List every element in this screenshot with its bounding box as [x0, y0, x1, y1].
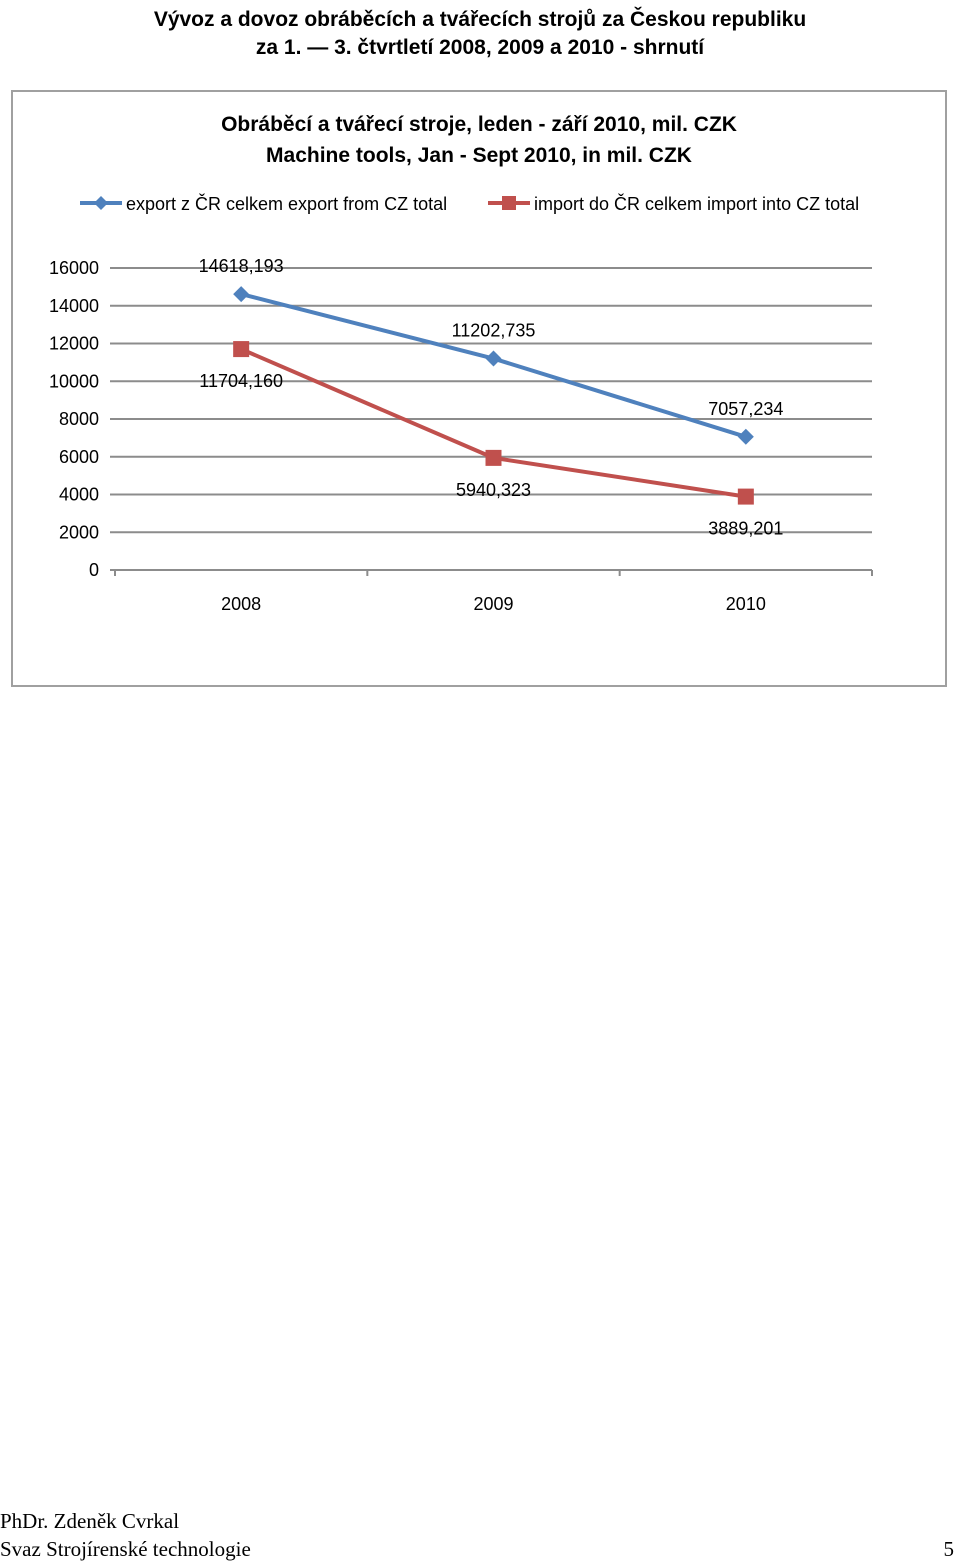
data-point-export [737, 428, 754, 445]
data-label-export: 7057,234 [708, 399, 783, 419]
data-point-export [485, 350, 502, 367]
chart-frame [11, 90, 947, 687]
data-label-import: 5940,323 [456, 480, 531, 500]
page-title: Vývoz a dovoz obráběcích a tvářecích str… [0, 6, 960, 62]
x-tick-label: 2008 [221, 594, 261, 614]
y-tick-label: 0 [89, 560, 99, 580]
legend-label-import: import do ČR celkem import into CZ total [534, 193, 859, 214]
page-number: 5 [943, 1537, 955, 1561]
legend-label-export: export z ČR celkem export from CZ total [126, 193, 447, 214]
y-tick-label: 14000 [49, 296, 99, 316]
chart-title: Obráběcí a tvářecí stroje, leden - září … [221, 113, 737, 136]
page-title-line-1: Vývoz a dovoz obráběcích a tvářecích str… [153, 8, 807, 31]
y-tick-label: 2000 [59, 522, 99, 542]
data-point-import [737, 488, 754, 505]
footer-author: PhDr. Zdeněk Cvrkal [0, 1509, 180, 1533]
chart-subtitle: Machine tools, Jan - Sept 2010, in mil. … [266, 144, 692, 167]
data-point-import [485, 449, 502, 466]
data-point-export [233, 286, 250, 303]
series-line-import [240, 347, 747, 499]
chart-legend: export z ČR celkem export from CZ total … [80, 193, 859, 214]
x-tick-label: 2010 [726, 594, 766, 614]
line-chart: Obráběcí a tvářecí stroje, leden - září … [49, 113, 873, 614]
footer-organization: Svaz Strojírenské technologie [0, 1537, 251, 1561]
data-label-import: 11704,160 [199, 371, 283, 391]
x-tick-label: 2009 [473, 594, 513, 614]
y-tick-label: 16000 [49, 258, 99, 278]
y-tick-label: 10000 [49, 371, 99, 391]
data-label-import: 3889,201 [708, 519, 783, 539]
y-tick-label: 4000 [59, 485, 99, 505]
y-tick-label: 6000 [59, 447, 99, 467]
page-title-line-2: za 1. — 3. čtvrtletí 2008, 2009 a 2010 -… [255, 36, 705, 59]
data-label-export: 14618,193 [199, 256, 284, 276]
y-tick-label: 12000 [49, 334, 99, 354]
legend-marker-import [502, 196, 516, 210]
y-tick-label: 8000 [59, 409, 99, 429]
data-point-import [233, 341, 250, 358]
data-label-export: 11202,735 [452, 321, 536, 341]
legend-marker-export [94, 196, 108, 210]
